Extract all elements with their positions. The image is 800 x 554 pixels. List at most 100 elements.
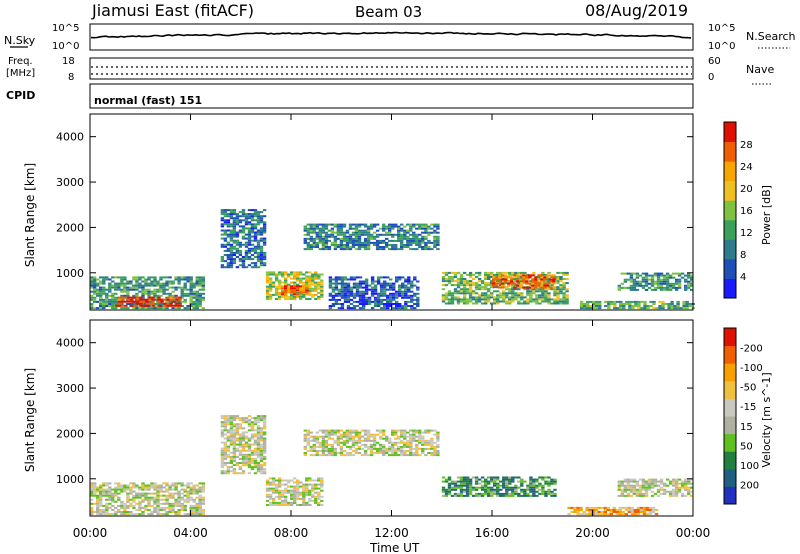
- heatmap-cell: [159, 506, 163, 509]
- heatmap-cell: [406, 241, 410, 244]
- heatmap-cell: [296, 504, 300, 506]
- heatmap-cell: [369, 435, 374, 438]
- heatmap-cell: [492, 280, 496, 283]
- heatmap-cell: [229, 457, 234, 460]
- heatmap-cell: [311, 295, 315, 298]
- heatmap-cell: [141, 511, 145, 513]
- heatmap-cell: [287, 273, 291, 276]
- heatmap-cell: [378, 233, 383, 236]
- heatmap-cell: [330, 231, 335, 234]
- heatmap-cell: [517, 288, 521, 291]
- heatmap-cell: [223, 464, 228, 467]
- heatmap-cell: [496, 486, 500, 489]
- heatmap-cell: [299, 491, 303, 494]
- heatmap-cell: [409, 437, 413, 440]
- heatmap-cell: [198, 504, 202, 507]
- heatmap-cell: [144, 498, 148, 501]
- heatmap-cell: [674, 480, 679, 483]
- heatmap-cell: [348, 431, 353, 434]
- heatmap-cell: [247, 235, 252, 238]
- heatmap-cell: [306, 437, 310, 440]
- heatmap-cell: [150, 307, 154, 310]
- heatmap-cell: [541, 490, 545, 493]
- heatmap-cell: [496, 302, 500, 305]
- heatmap-cell: [480, 280, 485, 283]
- heatmap-cell: [361, 280, 366, 283]
- heatmap-cell: [195, 513, 199, 516]
- heatmap-cell: [256, 266, 261, 269]
- heatmap-cell: [320, 479, 324, 482]
- heatmap-cell: [430, 447, 434, 450]
- heatmap-cell: [418, 239, 422, 242]
- heatmap-cell: [517, 494, 521, 497]
- heatmap-cell: [366, 246, 371, 248]
- heatmap-cell: [418, 246, 422, 248]
- heatmap-cell: [354, 435, 359, 438]
- heatmap-cell: [166, 296, 170, 299]
- heatmap-cell: [376, 294, 381, 297]
- colorbar-tick-label: -15: [740, 402, 756, 413]
- heatmap-cell: [462, 290, 467, 293]
- heatmap-cell: [93, 278, 97, 281]
- heatmap-cell: [317, 497, 321, 500]
- heatmap-cell: [96, 506, 100, 509]
- heatmap-cell: [177, 511, 181, 513]
- heatmap-cell: [622, 305, 626, 307]
- heatmap-cell: [667, 305, 671, 307]
- heatmap-cell: [559, 292, 563, 295]
- heatmap-cell: [541, 298, 545, 301]
- heatmap-cell: [201, 298, 205, 301]
- heatmap-cell: [412, 452, 416, 454]
- heatmap-cell: [462, 488, 467, 491]
- heatmap-cell: [397, 441, 401, 444]
- heatmap-cell: [648, 509, 653, 511]
- heatmap-cell: [102, 303, 106, 305]
- heatmap-cell: [547, 286, 551, 289]
- heatmap-cell: [662, 274, 667, 277]
- heatmap-cell: [352, 276, 357, 279]
- heatmap-cell: [635, 492, 640, 495]
- heatmap-cell: [674, 286, 679, 289]
- heatmap-cell: [189, 506, 193, 509]
- heatmap-cell: [130, 296, 134, 299]
- heatmap-cell: [198, 482, 202, 485]
- heatmap-cell: [406, 431, 410, 434]
- heatmap-cell: [520, 280, 524, 283]
- heatmap-cell: [309, 239, 313, 242]
- heatmap-cell: [508, 273, 512, 276]
- heatmap-cell: [391, 233, 395, 236]
- heatmap-cell: [183, 498, 187, 501]
- heatmap-cell: [529, 478, 533, 481]
- colorbar-tick-label: 28: [740, 140, 753, 151]
- heatmap-cell: [386, 303, 390, 305]
- heatmap-cell: [645, 506, 650, 509]
- heatmap-cell: [135, 288, 139, 291]
- heatmap-cell: [520, 484, 524, 487]
- heatmap-cell: [378, 435, 383, 438]
- heatmap-cell: [487, 294, 491, 297]
- heatmap-cell: [312, 246, 316, 248]
- heatmap-cell: [138, 509, 142, 511]
- heatmap-cell: [108, 492, 112, 495]
- heatmap-cell: [333, 241, 338, 244]
- heatmap-cell: [320, 279, 324, 282]
- heatmap-cell: [220, 245, 225, 248]
- heatmap-cell: [327, 429, 332, 432]
- heatmap-cell: [372, 445, 377, 448]
- heatmap-cell: [364, 298, 369, 301]
- heatmap-cell: [153, 496, 157, 499]
- heatmap-cell: [138, 276, 142, 279]
- heatmap-cell: [346, 284, 351, 287]
- heatmap-cell: [336, 237, 341, 240]
- x-tick-label: 16:00: [475, 526, 510, 540]
- heatmap-cell: [96, 513, 100, 516]
- heatmap-cell: [232, 431, 237, 434]
- heatmap-cell: [201, 296, 205, 299]
- heatmap-cell: [579, 513, 583, 516]
- heatmap-cell: [404, 296, 408, 299]
- heatmap-cell: [268, 277, 273, 280]
- heatmap-cell: [385, 437, 389, 440]
- heatmap-cell: [363, 429, 368, 432]
- heatmap-cell: [259, 429, 264, 432]
